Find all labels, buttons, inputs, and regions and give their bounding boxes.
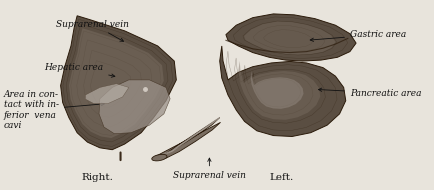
Polygon shape [99, 80, 170, 134]
Polygon shape [226, 14, 356, 61]
Polygon shape [238, 61, 320, 120]
Polygon shape [69, 28, 164, 138]
Text: Hepatic area: Hepatic area [44, 63, 115, 77]
Polygon shape [61, 16, 176, 150]
Polygon shape [85, 84, 129, 104]
Text: Pancreatic area: Pancreatic area [319, 88, 421, 98]
Polygon shape [250, 71, 303, 109]
Polygon shape [220, 46, 346, 136]
Text: Suprarenal vein: Suprarenal vein [56, 20, 129, 41]
Polygon shape [244, 21, 335, 55]
Text: Area in con-
tact with in-
ferior  vena
cavi: Area in con- tact with in- ferior vena c… [4, 90, 105, 130]
Text: Left.: Left. [270, 173, 294, 182]
Ellipse shape [152, 154, 167, 161]
Text: Suprarenal vein: Suprarenal vein [173, 158, 246, 180]
Polygon shape [156, 118, 220, 160]
Text: Gastric area: Gastric area [310, 30, 406, 41]
Text: Right.: Right. [82, 173, 114, 182]
